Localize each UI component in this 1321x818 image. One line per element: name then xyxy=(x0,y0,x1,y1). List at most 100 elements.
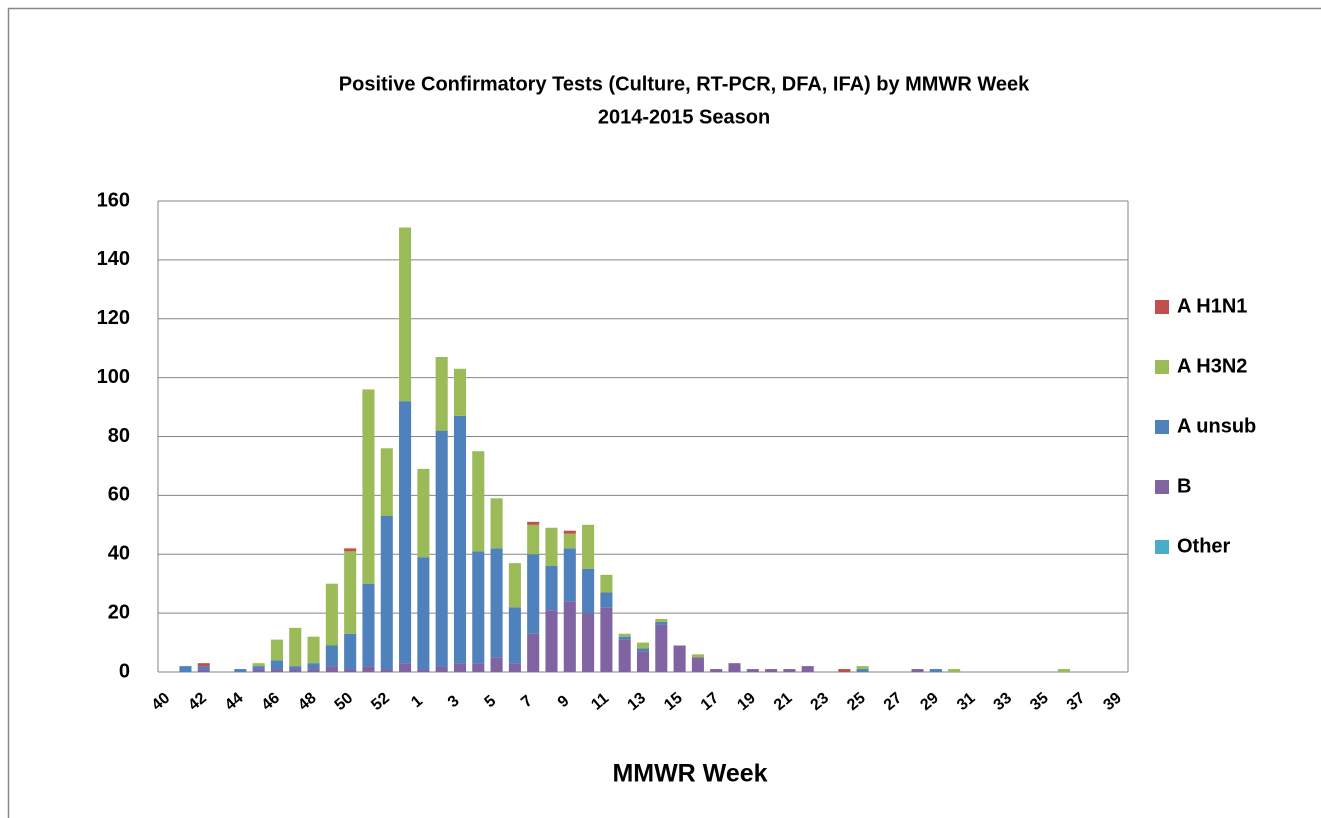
bar-segment xyxy=(838,669,851,672)
bar-segment xyxy=(362,583,375,667)
bar-segment xyxy=(417,557,430,670)
chart-frame xyxy=(7,7,1321,818)
bar-segment xyxy=(289,669,302,672)
bar-segment xyxy=(325,645,338,667)
bar-segment xyxy=(582,613,595,672)
bar-segment xyxy=(636,648,650,652)
y-tick-label: 0 xyxy=(119,660,130,682)
bar-segment xyxy=(765,669,778,672)
bar-segment xyxy=(527,633,540,672)
bar-segment xyxy=(344,669,357,672)
bar-segment xyxy=(911,669,924,672)
bar-segment xyxy=(399,663,412,672)
bar-segment xyxy=(197,663,210,667)
bar-segment xyxy=(563,548,576,602)
bar-segment xyxy=(472,551,485,664)
bar-segment xyxy=(252,663,265,667)
bar-segment xyxy=(380,669,393,672)
bar-segment xyxy=(344,548,357,552)
bar-segment xyxy=(691,657,704,672)
bar-segment xyxy=(856,669,869,672)
legend-label: A unsub xyxy=(1177,415,1256,437)
bar-segment xyxy=(490,548,503,658)
chart-title: Positive Confirmatory Tests (Culture, RT… xyxy=(339,73,1030,95)
legend-swatch xyxy=(1155,420,1169,434)
bar-segment xyxy=(746,669,759,672)
bar-segment xyxy=(508,563,521,608)
bar-segment xyxy=(289,627,302,667)
bar-segment xyxy=(783,669,796,672)
bar-segment xyxy=(289,666,302,670)
y-tick-label: 120 xyxy=(97,307,130,329)
bar-segment xyxy=(453,415,467,664)
bar-segment xyxy=(856,666,869,670)
bar-segment xyxy=(545,527,558,567)
bar-segment xyxy=(270,669,284,672)
bar-segment xyxy=(435,357,448,431)
y-tick-label: 140 xyxy=(97,248,130,270)
bar-segment xyxy=(197,666,210,670)
bar-segment xyxy=(673,645,686,672)
bar-segment xyxy=(1057,669,1070,672)
legend-swatch xyxy=(1155,300,1169,314)
y-tick-label: 60 xyxy=(108,484,130,506)
bar-segment xyxy=(307,636,320,664)
bar-segment xyxy=(270,660,284,670)
legend-label: Other xyxy=(1177,535,1231,557)
bar-segment xyxy=(399,227,412,402)
bar-segment xyxy=(636,642,650,649)
bar-segment xyxy=(362,389,375,584)
bar-segment xyxy=(600,607,613,672)
bar-segment xyxy=(399,401,412,664)
bar-segment xyxy=(618,636,631,640)
bar-segment xyxy=(710,669,723,672)
bar-segment xyxy=(655,619,668,622)
bar-segment xyxy=(435,430,448,667)
bar-segment xyxy=(563,533,576,549)
bar-segment xyxy=(527,524,540,555)
bar-segment xyxy=(234,669,247,672)
legend-label: B xyxy=(1177,475,1191,497)
bar-segment xyxy=(252,669,265,672)
bar-segment xyxy=(453,368,467,416)
y-tick-label: 80 xyxy=(108,425,130,447)
y-tick-label: 100 xyxy=(97,366,130,388)
bar-segment xyxy=(252,666,265,670)
bar-segment xyxy=(307,663,320,670)
bar-segment xyxy=(563,601,576,672)
bar-segment xyxy=(307,669,320,672)
legend-label: A H1N1 xyxy=(1177,295,1247,317)
bar-segment xyxy=(453,663,467,672)
bar-segment xyxy=(270,639,284,661)
bar-segment xyxy=(490,498,503,549)
bar-segment xyxy=(325,666,338,672)
bar-segment xyxy=(691,654,704,658)
bar-segment xyxy=(344,551,357,634)
y-tick-label: 40 xyxy=(108,543,130,565)
bar-segment xyxy=(618,639,631,672)
bar-segment xyxy=(600,574,613,593)
bar-segment xyxy=(801,666,814,672)
bar-segment xyxy=(545,566,558,611)
bar-segment xyxy=(636,651,650,672)
bar-segment xyxy=(582,524,595,569)
bar-segment xyxy=(600,592,613,608)
bar-segment xyxy=(508,663,521,672)
bar-segment xyxy=(728,663,741,672)
bar-segment xyxy=(929,669,942,672)
bar-segment xyxy=(380,448,393,516)
bar-segment xyxy=(655,621,668,625)
legend-swatch xyxy=(1155,540,1169,554)
bar-segment xyxy=(527,554,540,634)
bar-segment xyxy=(948,669,961,672)
legend-swatch xyxy=(1155,480,1169,494)
chart-subtitle: 2014-2015 Season xyxy=(598,106,770,128)
bar-segment xyxy=(417,468,430,558)
bar-segment xyxy=(563,530,576,534)
bar-segment xyxy=(435,666,448,672)
bar-segment xyxy=(527,521,540,525)
bar-segment xyxy=(179,666,192,672)
bar-segment xyxy=(380,515,393,670)
bar-segment xyxy=(618,633,631,637)
bar-segment xyxy=(197,669,210,672)
